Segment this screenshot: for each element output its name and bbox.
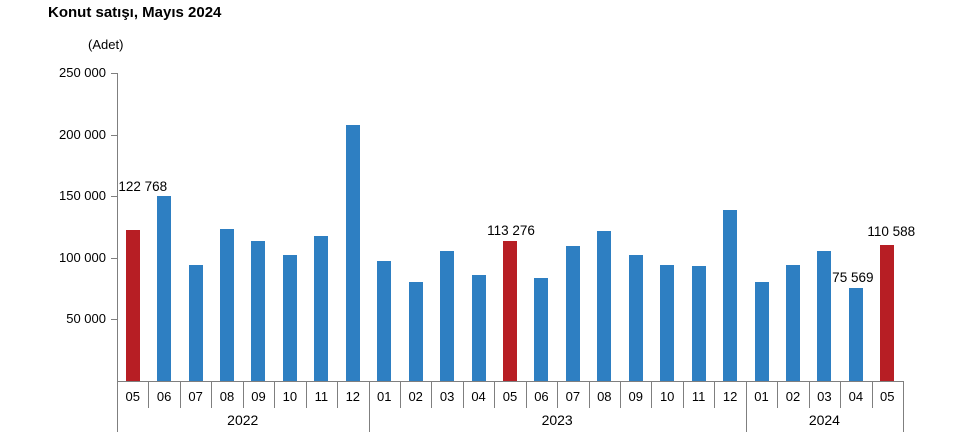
month-separator	[305, 381, 307, 408]
month-label: 06	[156, 389, 172, 404]
month-label: 06	[534, 389, 549, 404]
bar-2024-03	[817, 251, 832, 381]
month-label: 08	[219, 389, 235, 404]
year-label: 2023	[541, 412, 573, 428]
bar-2023-04	[471, 275, 486, 381]
year-separator	[745, 381, 747, 432]
month-label: 08	[597, 389, 612, 404]
month-separator	[399, 381, 401, 408]
bar-2023-11	[691, 265, 706, 381]
month-separator	[337, 381, 339, 408]
y-tick-label: 150 000	[59, 188, 106, 204]
month-separator	[588, 381, 590, 408]
data-label: 122 768	[118, 178, 168, 194]
data-label: 75 569	[832, 269, 874, 285]
bar-2023-05	[503, 241, 517, 381]
bar-2022-07	[188, 265, 203, 381]
y-tick-mark	[111, 73, 117, 74]
y-tick-label: 100 000	[59, 249, 106, 265]
y-tick-mark	[111, 196, 117, 198]
year-label: 2024	[808, 412, 840, 428]
y-tick-label: 200 000	[59, 126, 106, 142]
month-separator	[557, 381, 559, 408]
month-separator	[211, 381, 213, 408]
bar-2023-12	[723, 210, 738, 381]
month-label: 02	[408, 389, 423, 404]
y-axis-line	[117, 73, 118, 381]
month-label: 07	[565, 389, 581, 404]
month-label: 03	[439, 389, 455, 404]
bar-2023-08	[597, 230, 612, 381]
y-axis-unit-label: (Adet)	[88, 37, 124, 52]
bar-2023-02	[408, 282, 423, 381]
month-separator	[777, 381, 779, 408]
bar-2022-12	[345, 124, 360, 381]
year-separator	[117, 381, 118, 432]
month-label: 12	[722, 389, 738, 404]
month-separator	[808, 381, 810, 408]
month-separator	[274, 381, 276, 408]
month-separator	[525, 381, 527, 408]
bar-2022-10	[282, 254, 297, 381]
bar-2024-04	[848, 287, 863, 381]
month-label: 05	[880, 389, 895, 404]
month-separator	[494, 381, 496, 408]
month-label: 01	[377, 389, 392, 404]
bar-2022-09	[251, 241, 266, 381]
y-tick-mark	[111, 319, 117, 321]
bar-2024-05	[880, 244, 895, 381]
month-label: 11	[691, 389, 706, 404]
month-separator	[179, 381, 181, 408]
month-separator	[840, 381, 842, 408]
year-separator	[903, 381, 904, 432]
data-label: 113 276	[487, 223, 535, 239]
bar-2023-10	[660, 265, 675, 381]
bar-2023-07	[565, 246, 580, 381]
month-label: 02	[785, 389, 801, 404]
data-label: 110 588	[867, 223, 916, 239]
month-separator	[148, 381, 150, 408]
bar-2023-01	[377, 260, 392, 381]
month-separator	[462, 381, 464, 408]
month-separator	[651, 381, 653, 408]
bar-2023-03	[440, 251, 455, 381]
month-label: 05	[502, 389, 518, 404]
bar-2024-01	[754, 282, 769, 381]
bar-2023-09	[628, 254, 643, 381]
month-label: 01	[754, 389, 769, 404]
month-separator	[871, 381, 873, 408]
month-label: 11	[314, 389, 329, 404]
bar-2022-11	[314, 235, 329, 381]
year-label: 2022	[227, 412, 259, 428]
month-label: 07	[188, 389, 203, 404]
month-label: 04	[848, 389, 864, 404]
y-tick-mark	[111, 257, 117, 259]
month-separator	[620, 381, 622, 408]
year-separator	[368, 381, 370, 432]
y-tick-label: 50 000	[66, 311, 106, 327]
month-label: 09	[628, 389, 643, 404]
month-label: 05	[125, 389, 140, 404]
x-axis-line	[117, 381, 904, 382]
month-label: 09	[251, 389, 266, 404]
bar-2022-06	[157, 195, 172, 381]
month-label: 10	[282, 389, 298, 404]
page-title: Konut satışı, Mayıs 2024	[48, 4, 222, 21]
month-label: 12	[345, 389, 361, 404]
month-separator	[682, 381, 684, 408]
month-separator	[242, 381, 244, 408]
month-separator	[714, 381, 716, 408]
bar-2022-05	[125, 229, 140, 381]
y-tick-mark	[111, 134, 117, 136]
month-separator	[431, 381, 433, 408]
month-label: 03	[817, 389, 832, 404]
y-tick-label: 250 000	[59, 65, 106, 80]
bar-2023-06	[534, 277, 549, 381]
bar-2022-08	[220, 228, 235, 381]
bar-2024-02	[785, 265, 800, 381]
month-label: 04	[471, 389, 486, 404]
month-label: 10	[659, 389, 675, 404]
